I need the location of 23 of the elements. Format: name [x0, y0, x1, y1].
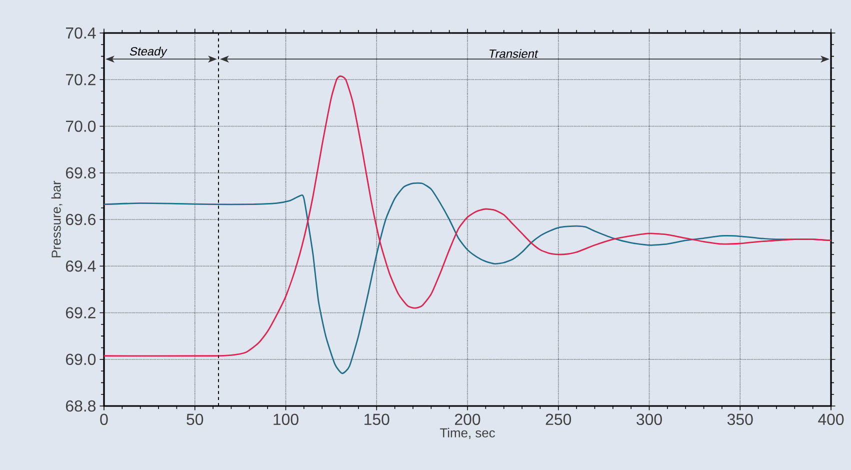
line-series: [103, 75, 832, 357]
x-tick-label: 50: [186, 414, 204, 426]
x-axis-title: Time, sec: [440, 428, 495, 439]
x-tick-label: 350: [727, 414, 753, 426]
annotation: Steady: [130, 46, 168, 58]
y-tick-label: 69.6: [66, 214, 96, 226]
y-tick-label: 69.4: [66, 260, 96, 272]
y-tick-label: 70.2: [66, 74, 96, 86]
y-tick-label: 70.4: [66, 27, 96, 39]
x-tick-label: 200: [455, 414, 480, 426]
annotation: Transient: [490, 49, 538, 58]
y-tick-label: 70.0: [66, 120, 96, 132]
x-tick-label: 150: [364, 414, 390, 426]
x-tick-label: 250: [546, 414, 572, 426]
y-tick-label: 69.0: [66, 354, 96, 366]
x-tick-label: 300: [636, 414, 662, 426]
x-tick-label: 100: [274, 414, 298, 426]
y-tick-label: 69.2: [66, 307, 96, 318]
y-tick-label: 68.8: [66, 400, 96, 412]
x-tick-label: 0: [100, 414, 108, 426]
y-tick-label: 69.8: [66, 167, 96, 179]
y-axis-title: Pressure, bar: [51, 180, 62, 258]
x-tick-label: 400: [818, 414, 844, 426]
